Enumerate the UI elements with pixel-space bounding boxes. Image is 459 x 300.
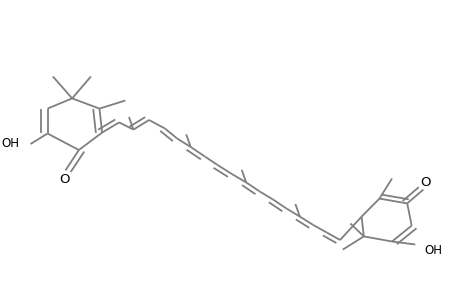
Text: O: O	[59, 173, 70, 186]
Text: OH: OH	[1, 136, 19, 150]
Text: OH: OH	[423, 244, 441, 257]
Text: O: O	[420, 176, 430, 189]
